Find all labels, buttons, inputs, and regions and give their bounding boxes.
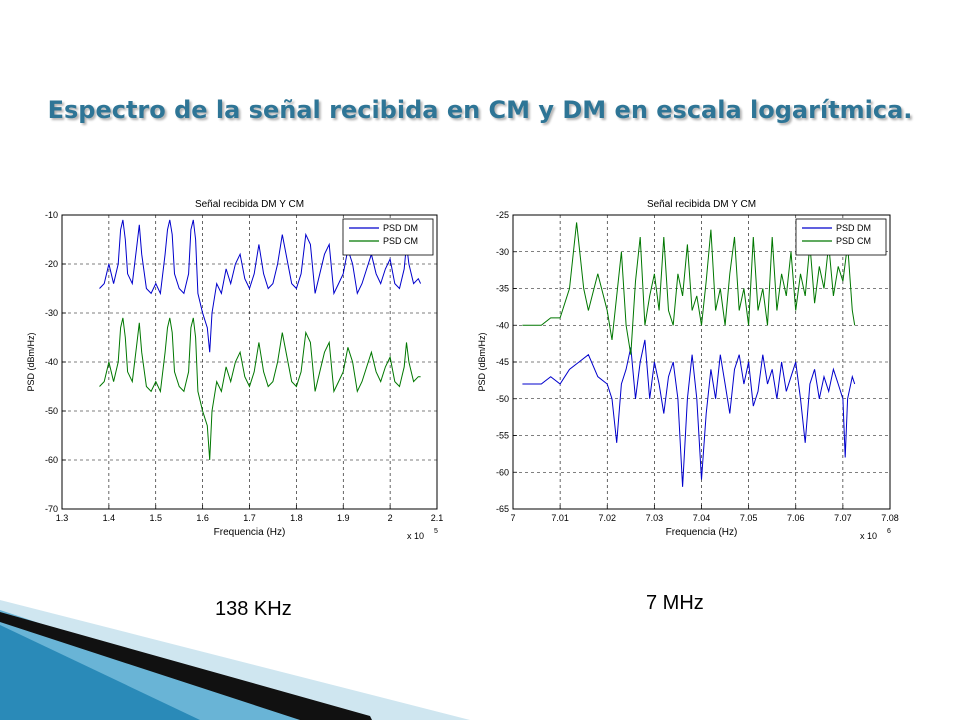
x-tick-label: 7.01 xyxy=(551,513,569,523)
legend-label: PSD DM xyxy=(836,223,871,233)
x-tick-label: 1.6 xyxy=(196,513,209,523)
y-tick-label: -30 xyxy=(496,247,509,257)
x-axis-label: Frequencia (Hz) xyxy=(666,527,738,538)
x-tick-label: 1.5 xyxy=(149,513,162,523)
y-tick-label: -45 xyxy=(496,357,509,367)
x-tick-label: 7.08 xyxy=(881,513,899,523)
x-tick-label: 1.8 xyxy=(290,513,303,523)
y-tick-label: -60 xyxy=(496,467,509,477)
legend-label: PSD CM xyxy=(836,236,871,246)
x-tick-label: 7.04 xyxy=(693,513,711,523)
chart-138khz: Señal recibida DM Y CM 1.3 1.4 1.5 1.6 1.7 1.8… xyxy=(26,199,443,541)
chart-title: Señal recibida DM Y CM xyxy=(647,199,756,210)
legend-box xyxy=(795,218,887,256)
chart-7mhz: Señal recibida DM Y CM 7 7.01 7.02 7.03 7.04 7… xyxy=(477,199,899,541)
x-tick-label: 7.05 xyxy=(740,513,758,523)
x-tick-label: 7.06 xyxy=(787,513,805,523)
x-multiplier: x 10 xyxy=(407,531,424,541)
y-tick-label: -50 xyxy=(496,394,509,404)
x-tick-label: 1.9 xyxy=(337,513,350,523)
x-tick-label: 2.1 xyxy=(431,513,444,523)
series-line-psd-cm xyxy=(522,222,856,355)
swoosh-dark xyxy=(0,625,200,720)
x-tick-label: 7.03 xyxy=(646,513,664,523)
series-line-psd-cm xyxy=(99,317,421,461)
legend-box xyxy=(342,218,434,256)
x-axis-label: Frequencia (Hz) xyxy=(214,527,286,538)
series-line-psd-dm xyxy=(99,219,422,353)
x-tick-label: 7.07 xyxy=(834,513,852,523)
x-multiplier: x 10 xyxy=(860,531,877,541)
x-tick-label: 7.02 xyxy=(598,513,616,523)
x-tick-label: 7 xyxy=(510,513,515,523)
y-tick-label: -65 xyxy=(496,504,509,514)
x-tick-label: 2 xyxy=(388,513,393,523)
y-tick-label: -55 xyxy=(496,431,509,441)
y-tick-label: -10 xyxy=(45,210,58,220)
legend-label: PSD CM xyxy=(383,236,418,246)
y-tick-label: -40 xyxy=(45,357,58,367)
y-tick-label: -20 xyxy=(45,259,58,269)
caption-7mhz: 7 MHz xyxy=(646,592,704,614)
y-tick-label: -50 xyxy=(45,406,58,416)
y-tick-label: -40 xyxy=(496,320,509,330)
y-tick-label: -35 xyxy=(496,284,509,294)
y-axis-label: PSD (dBm/Hz) xyxy=(26,332,36,391)
x-tick-label: 1.3 xyxy=(56,513,69,523)
y-tick-label: -30 xyxy=(45,308,58,318)
x-tick-label: 1.4 xyxy=(103,513,116,523)
y-tick-label: -25 xyxy=(496,210,509,220)
y-tick-label: -70 xyxy=(45,504,58,514)
y-tick-label: -60 xyxy=(45,455,58,465)
series-line-psd-dm xyxy=(522,339,856,487)
y-axis-label: PSD (dBm/Hz) xyxy=(477,332,487,391)
x-multiplier-exponent: 6 xyxy=(887,528,891,535)
chart-title: Señal recibida DM Y CM xyxy=(195,199,304,210)
x-tick-label: 1.7 xyxy=(243,513,256,523)
caption-138khz: 138 KHz xyxy=(215,598,292,620)
x-multiplier-exponent: 5 xyxy=(434,528,438,535)
slide-title: Espectro de la señal recibida en CM y DM… xyxy=(47,96,913,124)
legend-label: PSD DM xyxy=(383,223,418,233)
swoosh-black xyxy=(0,612,372,720)
